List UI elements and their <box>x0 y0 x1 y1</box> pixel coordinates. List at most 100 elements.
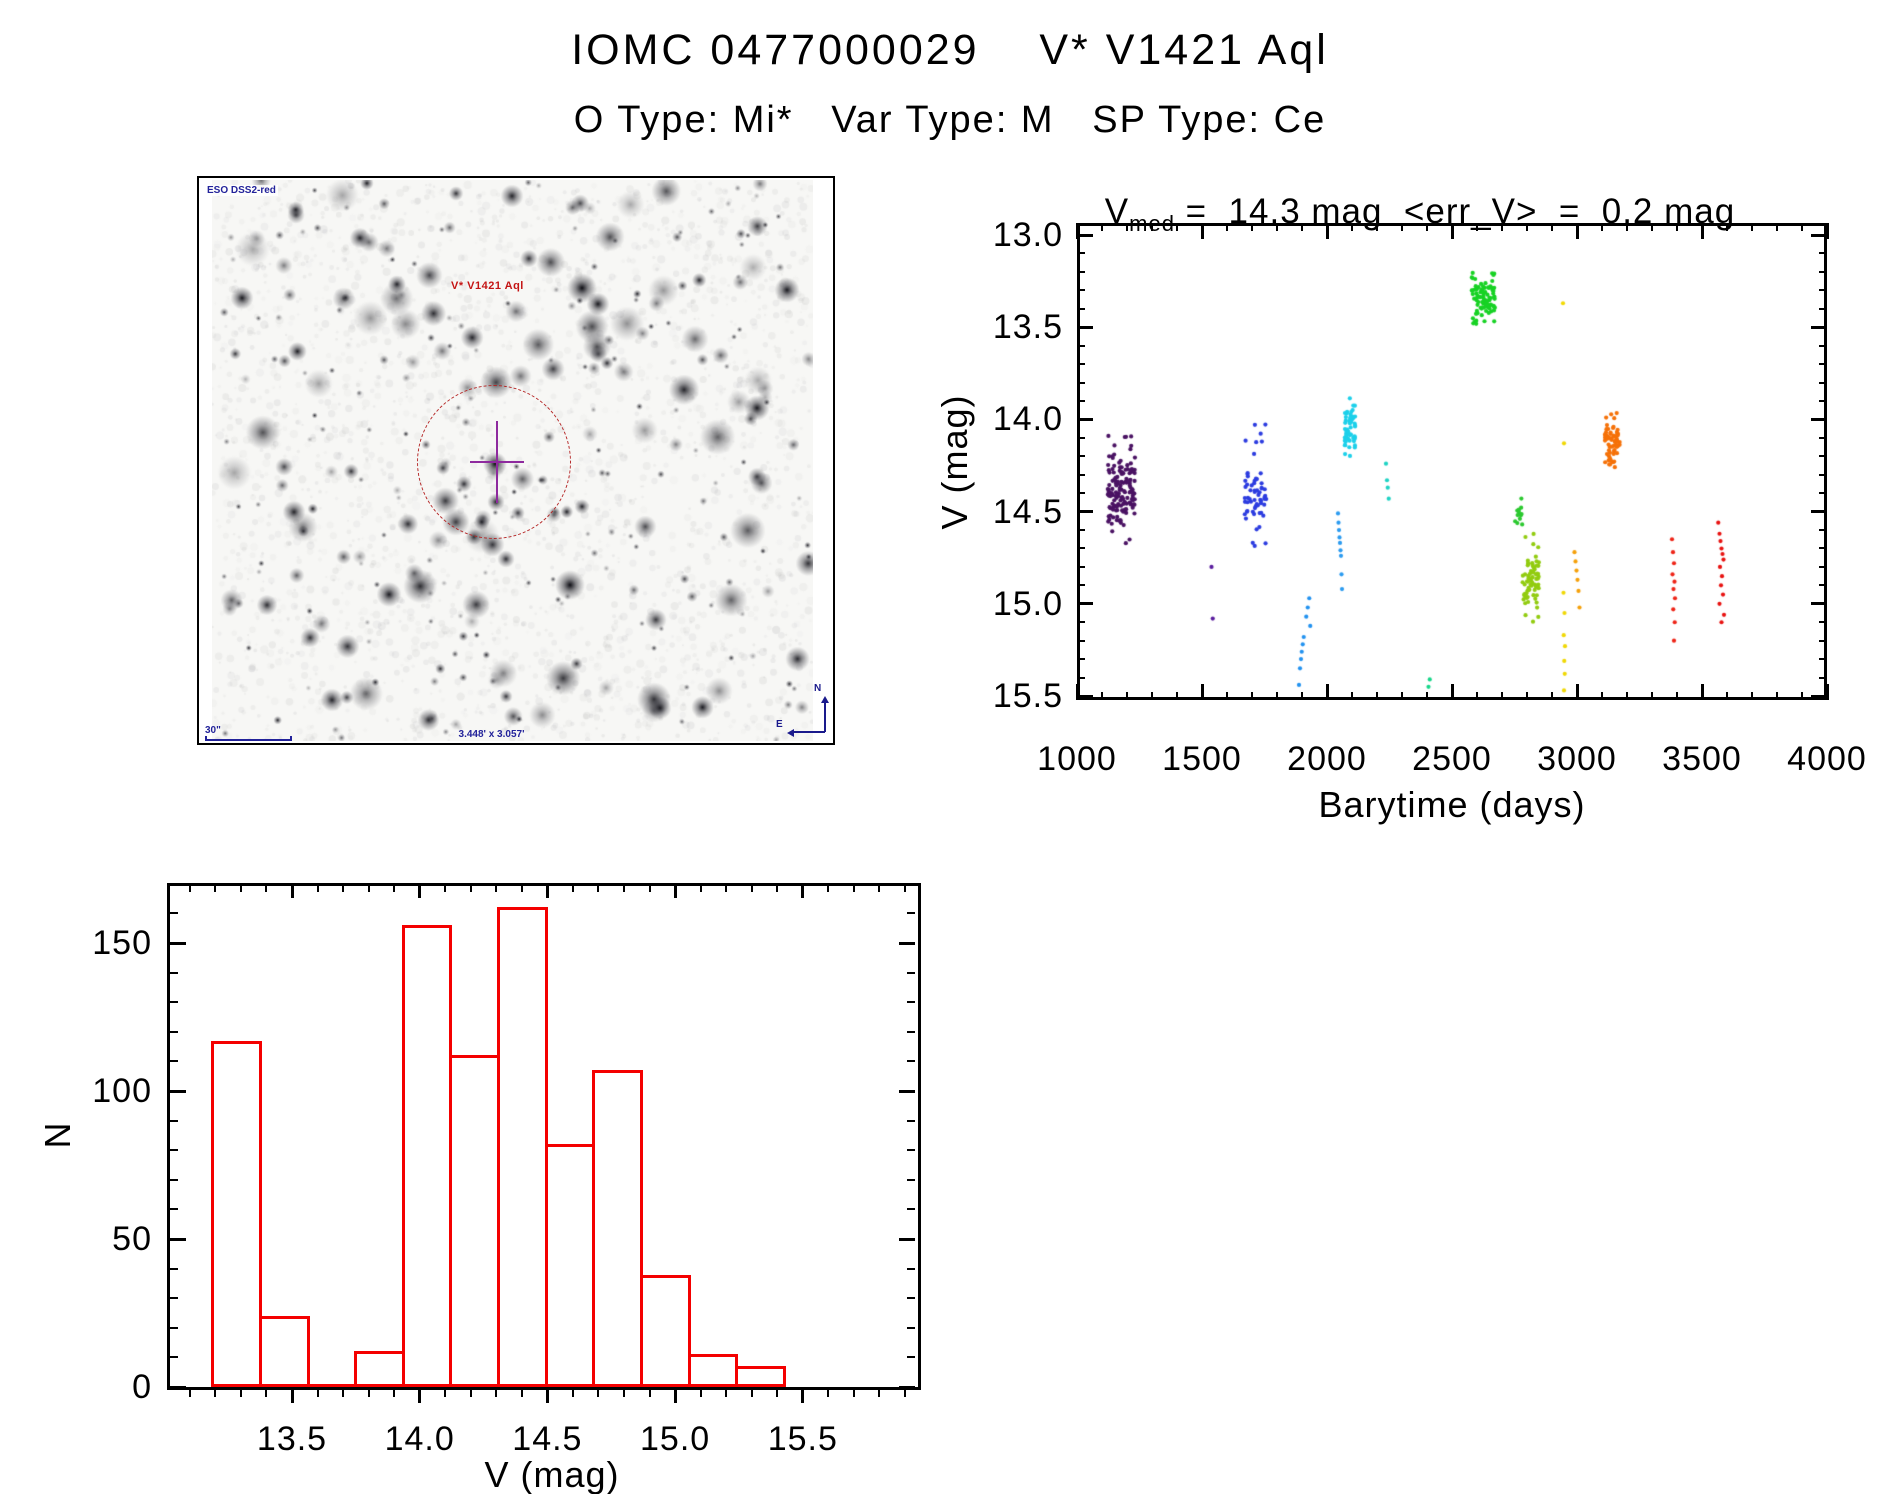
axis-tick <box>878 1390 881 1397</box>
axis-tick <box>290 886 294 898</box>
histogram-bar-segment <box>211 1040 262 1044</box>
tick-label: 1000 <box>1037 740 1117 778</box>
histogram-bar-segment <box>687 1354 691 1387</box>
axis-tick <box>1819 252 1827 255</box>
scale-bar-end-left <box>205 736 207 741</box>
axis-tick <box>1626 692 1628 700</box>
axis-tick <box>1819 344 1827 347</box>
histogram-bar-segment <box>401 925 453 929</box>
axis-tick <box>1077 252 1085 255</box>
axis-tick <box>1426 692 1428 700</box>
axis-tick <box>1819 455 1827 458</box>
axis-tick <box>1126 692 1128 700</box>
axis-tick <box>903 886 906 892</box>
axis-tick <box>907 1119 915 1122</box>
axis-tick <box>1077 344 1085 347</box>
axis-tick <box>1325 684 1329 700</box>
axis-tick <box>725 886 728 892</box>
axis-tick <box>1351 223 1353 231</box>
light-curve-points-canvas <box>1080 226 1824 697</box>
axis-tick <box>1501 223 1503 231</box>
histogram-bar-segment <box>640 1070 643 1387</box>
axis-tick <box>469 886 472 892</box>
lightcurve-x-axis-label: Barytime (days) <box>1318 784 1586 825</box>
axis-tick <box>1077 289 1085 292</box>
axis-tick <box>899 1385 915 1389</box>
axis-tick <box>170 1178 178 1181</box>
axis-tick <box>1077 233 1093 237</box>
axis-tick <box>1819 492 1827 495</box>
axis-tick <box>1426 223 1428 231</box>
axis-tick <box>170 1237 186 1241</box>
axis-tick <box>1226 692 1228 700</box>
axis-tick <box>170 1326 178 1329</box>
axis-tick <box>907 912 915 915</box>
axis-tick <box>1200 223 1204 239</box>
axis-tick <box>907 1178 915 1181</box>
axis-tick <box>1077 676 1085 679</box>
tick-label: 1500 <box>1162 740 1242 778</box>
axis-tick <box>597 886 600 892</box>
histogram-bar-segment <box>258 1315 310 1319</box>
axis-tick <box>1819 289 1827 292</box>
axis-tick <box>1077 529 1085 532</box>
fov-label: 3.448' x 3.057' <box>458 729 525 740</box>
finder-chart: ESO DSS2-red V* V1421 Aql 30" 3.448' x 3… <box>197 176 835 745</box>
target-circle-marker <box>417 385 571 539</box>
axis-tick <box>444 886 447 892</box>
axis-tick <box>1601 223 1603 231</box>
axis-tick <box>1751 692 1753 700</box>
lightcurve-y-axis-label: V (mag) <box>934 394 975 530</box>
histogram-bar-segment <box>782 1366 786 1387</box>
axis-tick <box>852 886 855 892</box>
axis-tick <box>899 1089 915 1093</box>
lightcurve-title-base: V <box>1104 192 1130 231</box>
axis-tick <box>1450 223 1454 239</box>
axis-tick <box>1819 399 1827 402</box>
axis-tick <box>1676 223 1678 231</box>
axis-tick <box>1819 584 1827 587</box>
histogram-plot-frame <box>167 883 921 1390</box>
axis-tick <box>495 1390 498 1397</box>
axis-tick <box>1819 529 1827 532</box>
axis-tick <box>367 1390 370 1397</box>
axis-tick <box>1801 223 1803 231</box>
histogram-bar-segment <box>211 1040 215 1387</box>
axis-tick <box>648 886 651 892</box>
compass-north-line <box>824 702 826 732</box>
axis-tick <box>170 1356 178 1359</box>
histogram-bar-segment <box>401 925 405 1387</box>
axis-tick <box>1651 223 1653 231</box>
axis-tick <box>1819 621 1827 624</box>
histogram-bar-segment <box>687 1354 739 1358</box>
axis-tick <box>1700 684 1704 700</box>
axis-tick <box>290 1390 294 1403</box>
axis-tick <box>1626 223 1628 231</box>
scale-bar-end-right <box>290 736 292 741</box>
tick-label: 14.0 <box>384 1420 455 1458</box>
axis-tick <box>1700 223 1704 239</box>
axis-tick <box>1676 692 1678 700</box>
tick-label: 50 <box>112 1220 152 1258</box>
axis-tick <box>170 1297 178 1300</box>
histogram-bar-segment <box>544 1144 596 1148</box>
axis-tick <box>1575 223 1579 239</box>
tick-label: 2500 <box>1412 740 1492 778</box>
tick-label: 15.0 <box>640 1420 711 1458</box>
tick-label: 15.5 <box>992 677 1063 715</box>
axis-tick <box>495 886 498 892</box>
axis-tick <box>907 1297 915 1300</box>
axis-tick <box>1819 307 1827 310</box>
axis-tick <box>1825 684 1829 700</box>
histogram-bar-segment <box>306 1315 310 1387</box>
axis-tick <box>393 1390 396 1397</box>
axis-tick <box>1811 510 1827 514</box>
axis-tick <box>1077 363 1085 366</box>
histogram-bar-segment <box>687 1274 691 1387</box>
axis-tick <box>1301 223 1303 231</box>
axis-tick <box>1325 223 1329 239</box>
compass-north-label: N <box>814 683 822 694</box>
compass-east-arrow-icon <box>787 729 794 737</box>
axis-tick <box>1226 223 1228 231</box>
histogram-bar-segment <box>640 1274 643 1387</box>
